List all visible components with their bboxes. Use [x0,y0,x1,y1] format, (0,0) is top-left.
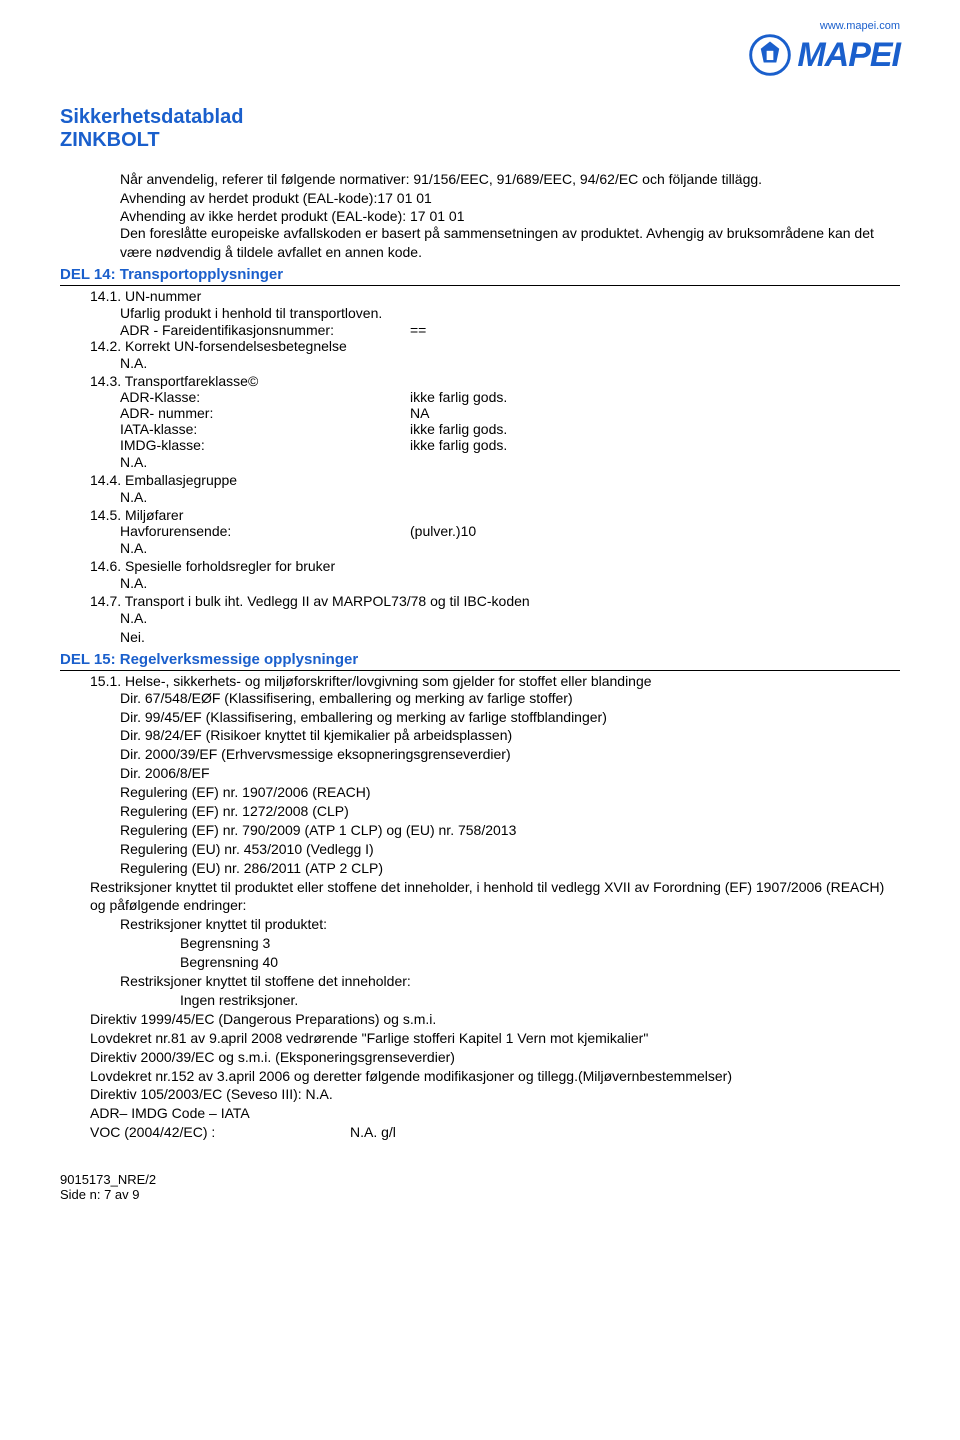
footer: 9015173_NRE/2 Side n: 7 av 9 [60,1172,900,1202]
s14-7-num: 14.7. Transport i bulk iht. Vedlegg II a… [90,593,900,609]
s14-1-num: 14.1. UN-nummer [90,288,900,304]
s15-tail-item: ADR– IMDG Code – IATA [90,1104,900,1123]
s15-tail-item: Direktiv 2000/39/EC og s.m.i. (Eksponeri… [90,1048,900,1067]
s14-1-adr-val: == [410,322,426,338]
s14-7-na: N.A. [120,609,900,628]
header: www.mapei.com MAPEI [60,20,900,76]
s15-dir-item: Dir. 67/548/EØF (Klassifisering, emballe… [120,689,900,708]
s14-3-row: IATA-klasse:ikke farlig gods. [120,421,900,437]
s15-restr-stoff: Restriksjoner knyttet til stoffene det i… [120,972,900,991]
s14-3-row: IMDG-klasse:ikke farlig gods. [120,437,900,453]
intro-line1: Når anvendelig, referer til følgende nor… [120,170,900,189]
s14-6-na: N.A. [120,574,900,593]
s14-3-row: ADR- nummer:NA [120,405,900,421]
s14-1-adr: ADR - Fareidentifikasjonsnummer: == [120,322,900,338]
s14-4-na: N.A. [120,488,900,507]
intro-line2b: Avhending av ikke herdet produkt (EAL-ko… [120,208,900,224]
s14-6-num: 14.6. Spesielle forholdsregler for bruke… [90,558,900,574]
intro-line2a: Avhending av herdet produkt (EAL-kode):1… [120,189,900,208]
s15-restr-intro: Restriksjoner knyttet til produktet elle… [90,878,900,916]
s14-2-na: N.A. [120,354,900,373]
logo-text: MAPEI [797,36,900,75]
document-page: www.mapei.com MAPEI Sikkerhetsdatablad Z… [0,0,960,1242]
s14-5-num: 14.5. Miljøfarer [90,507,900,523]
s14-3-rows: ADR-Klasse:ikke farlig gods.ADR- nummer:… [60,389,900,453]
s15-tail-item: Direktiv 105/2003/EC (Seveso III): N.A. [90,1085,900,1104]
s15-dir-item: Dir. 2000/39/EF (Erhvervsmessige eksopne… [120,745,900,764]
s14-3-key: IATA-klasse: [120,421,410,437]
footer-page: Side n: 7 av 9 [60,1187,900,1202]
s14-3-key: IMDG-klasse: [120,437,410,453]
s15-dir-item: Dir. 99/45/EF (Klassifisering, emballeri… [120,708,900,727]
s14-3-na: N.A. [120,453,900,472]
intro-line3: Den foreslåtte europeiske avfallskoden e… [120,224,900,262]
s15-dir-item: Regulering (EF) nr. 1272/2008 (CLP) [120,802,900,821]
s15-dir-item: Regulering (EU) nr. 453/2010 (Vedlegg I) [120,840,900,859]
s15-voc-key: VOC (2004/42/EC) : [90,1123,350,1142]
s15-begr3: Begrensning 3 [180,934,900,953]
product-name: ZINKBOLT [60,129,900,152]
s15-voc-row: VOC (2004/42/EC) : N.A. g/l [90,1123,900,1142]
logo: MAPEI [749,34,900,76]
intro-2b-key: Avhending av ikke herdet produkt (EAL-ko… [120,208,410,224]
s15-1-num: 15.1. Helse-, sikkerhets- og miljøforskr… [90,673,900,689]
footer-code: 9015173_NRE/2 [60,1172,900,1187]
s15-tail-item: Direktiv 1999/45/EC (Dangerous Preparati… [90,1010,900,1029]
section-14-heading: DEL 14: Transportopplysninger [60,266,900,283]
divider [60,285,900,286]
s14-2-num: 14.2. Korrekt UN-forsendelsesbetegnelse [90,338,900,354]
s14-3-val: ikke farlig gods. [410,389,507,405]
s14-5-key: Havforurensende: [120,523,410,539]
s14-3-val: NA [410,405,429,421]
s15-voc-val: N.A. g/l [350,1123,396,1142]
website-url: www.mapei.com [749,20,900,32]
s14-5-val: (pulver.)10 [410,523,476,539]
s14-3-key: ADR- nummer: [120,405,410,421]
doc-title: Sikkerhetsdatablad [60,106,900,129]
s15-dir-item: Regulering (EF) nr. 790/2009 (ATP 1 CLP)… [120,821,900,840]
s14-4-num: 14.4. Emballasjegruppe [90,472,900,488]
s14-3-row: ADR-Klasse:ikke farlig gods. [120,389,900,405]
s14-3-val: ikke farlig gods. [410,437,507,453]
s15-tail-list: Direktiv 1999/45/EC (Dangerous Preparati… [60,1010,900,1123]
section-15-heading: DEL 15: Regelverksmessige opplysninger [60,651,900,668]
s15-tail-item: Lovdekret nr.81 av 9.april 2008 vedrøren… [90,1029,900,1048]
s15-tail-item: Lovdekret nr.152 av 3.april 2006 og dere… [90,1067,900,1086]
s14-5-row: Havforurensende: (pulver.)10 [120,523,900,539]
header-right: www.mapei.com MAPEI [749,20,900,76]
s15-dir-item: Dir. 98/24/EF (Risikoer knyttet til kjem… [120,726,900,745]
s15-begr40: Begrensning 40 [180,953,900,972]
s15-dir-item: Dir. 2006/8/EF [120,764,900,783]
mapei-logo-icon [749,34,791,76]
s15-ingen: Ingen restriksjoner. [180,991,900,1010]
intro-2b-val: 17 01 01 [410,208,465,224]
s14-3-num: 14.3. Transportfareklasse© [90,373,900,389]
s14-5-na: N.A. [120,539,900,558]
s14-7-nei: Nei. [120,628,900,647]
s14-1-text: Ufarlig produkt i henhold til transportl… [120,304,900,323]
s15-dir-item: Regulering (EU) nr. 286/2011 (ATP 2 CLP) [120,859,900,878]
s15-dir-list: Dir. 67/548/EØF (Klassifisering, emballe… [60,689,900,878]
s15-dir-item: Regulering (EF) nr. 1907/2006 (REACH) [120,783,900,802]
s15-restr-prod: Restriksjoner knyttet til produktet: [120,915,900,934]
s14-1-adr-key: ADR - Fareidentifikasjonsnummer: [120,322,410,338]
s14-3-key: ADR-Klasse: [120,389,410,405]
s14-3-val: ikke farlig gods. [410,421,507,437]
divider [60,670,900,671]
